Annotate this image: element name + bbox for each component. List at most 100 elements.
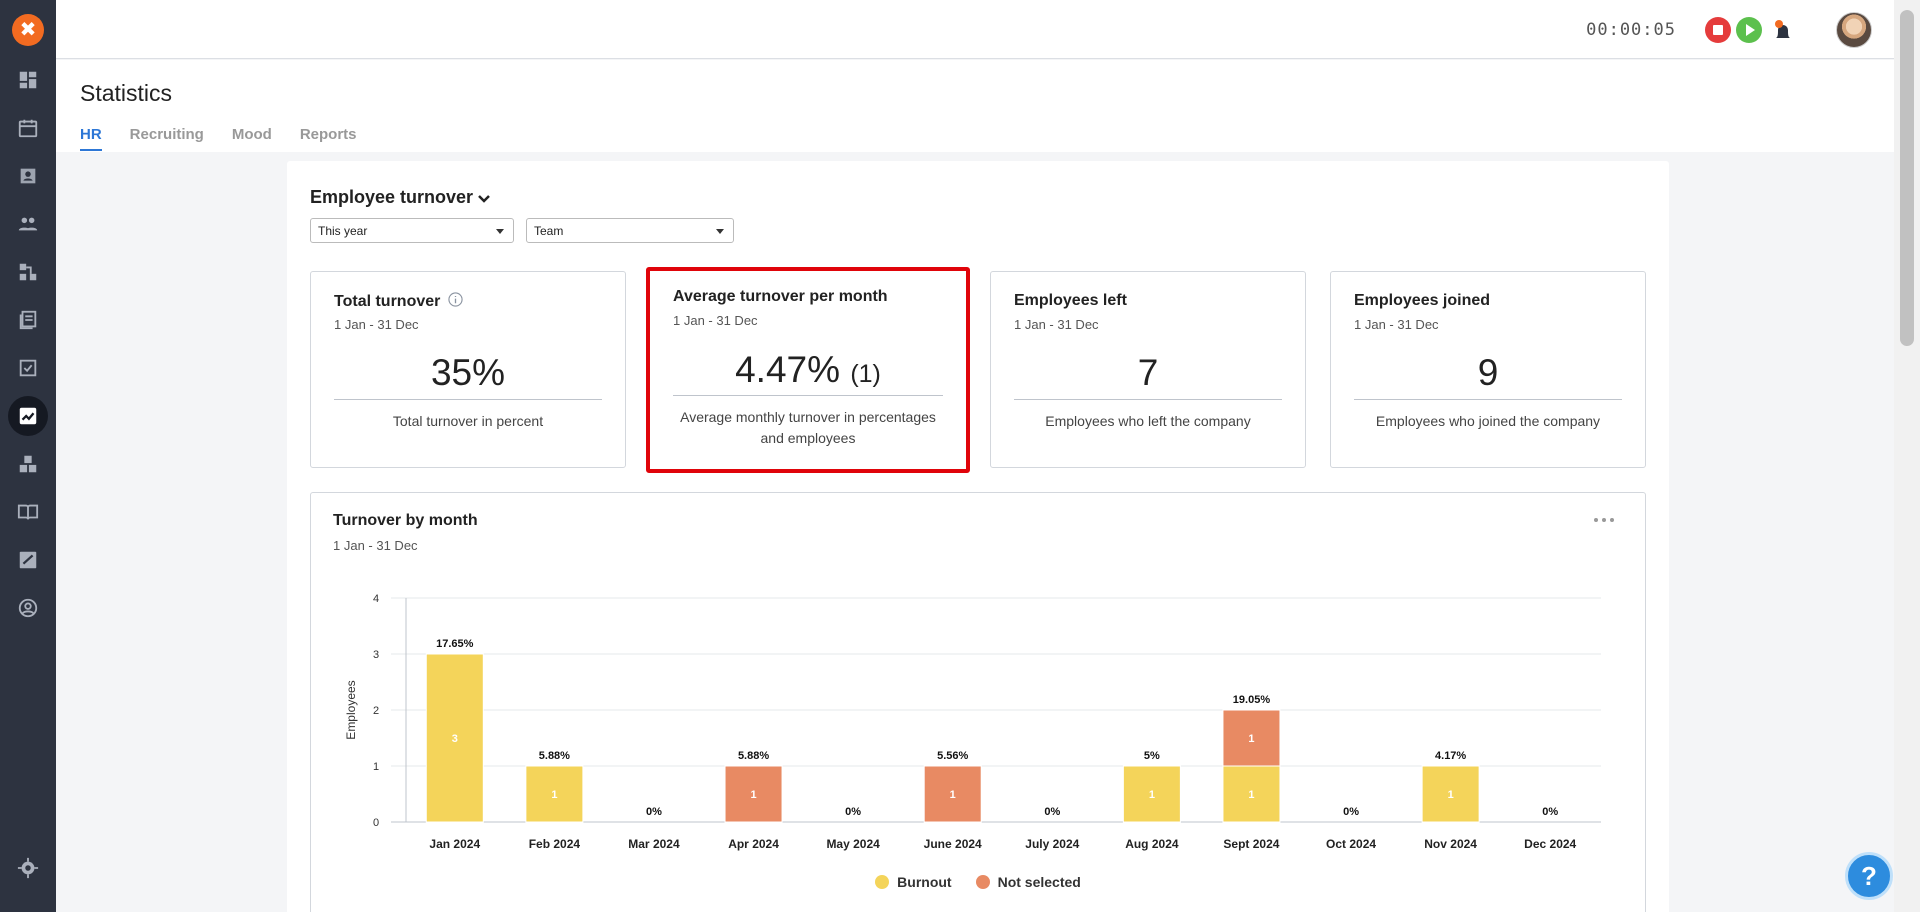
divider <box>1014 399 1282 400</box>
documents-icon[interactable] <box>14 306 42 334</box>
legend-item[interactable]: Burnout <box>875 874 952 890</box>
total-turnover-card: Total turnover 1 Jan - 31 Dec 35% Total … <box>310 271 626 468</box>
bar-percent-label: 0% <box>646 806 662 818</box>
help-button[interactable]: ? <box>1845 852 1893 900</box>
bar-value-label: 1 <box>750 789 756 801</box>
bar-value-label: 1 <box>1248 789 1254 801</box>
card-value-count: (1) <box>850 360 881 388</box>
y-tick-label: 3 <box>373 649 379 661</box>
legend-label: Burnout <box>897 874 952 890</box>
turnover-bar-chart: 0 1 2 3 4 Employees 3 17.65% Jan 2024 1 5.88% Feb 2… <box>344 593 1601 851</box>
x-tick-label: Mar 2024 <box>628 837 680 851</box>
chart-title: Turnover by month <box>333 512 478 529</box>
period-select[interactable]: This year <box>310 218 514 243</box>
card-caption: Average monthly turnover in percentages … <box>680 409 936 446</box>
modules-icon[interactable] <box>14 450 42 478</box>
card-value: 7 <box>1137 352 1159 393</box>
x-tick-label: May 2024 <box>826 837 880 851</box>
legend-label: Not selected <box>997 874 1081 890</box>
tab-hr[interactable]: HR <box>80 126 102 151</box>
employees-joined-card: Employees joined 1 Jan - 31 Dec 9 Employ… <box>1330 271 1646 468</box>
y-tick-label: 4 <box>373 593 379 605</box>
report-title[interactable]: Employee turnover <box>310 187 474 207</box>
average-turnover-card: Average turnover per month 1 Jan - 31 De… <box>646 267 970 473</box>
x-tick-label: Jan 2024 <box>429 837 480 851</box>
y-tick-label: 0 <box>373 817 379 829</box>
bar-percent-label: 5.88% <box>539 750 570 762</box>
bar-percent-label: 0% <box>1542 806 1558 818</box>
book-icon[interactable] <box>14 498 42 526</box>
bar-value-label: 3 <box>452 733 458 745</box>
tab-recruiting[interactable]: Recruiting <box>129 126 204 143</box>
card-value: 9 <box>1477 352 1499 393</box>
y-tick-label: 2 <box>373 705 379 717</box>
y-axis-label: Employees <box>344 680 358 739</box>
group-select-value: Team <box>534 224 564 238</box>
group-select[interactable]: Team <box>526 218 734 243</box>
bar-burnout <box>525 765 584 823</box>
legend-item[interactable]: Not selected <box>975 874 1081 890</box>
bar-percent-label: 5.88% <box>738 750 769 762</box>
tasks-icon[interactable] <box>14 354 42 382</box>
bar-not-selected <box>1222 709 1281 767</box>
tabs: HR Recruiting Mood Reports <box>80 126 385 151</box>
x-tick-label: Sept 2024 <box>1223 837 1279 851</box>
more-options-icon[interactable] <box>1593 515 1615 525</box>
card-value: 4.47% (1) <box>650 349 966 391</box>
statistics-icon[interactable] <box>8 396 48 436</box>
legend-swatch <box>975 875 990 889</box>
bar-percent-label: 4.17% <box>1435 750 1466 762</box>
card-title: Employees joined <box>1354 292 1491 309</box>
bar-percent-label: 17.65% <box>436 638 474 650</box>
x-tick-label: Apr 2024 <box>728 837 779 851</box>
bar-value-label: 1 <box>950 789 956 801</box>
card-title-text: Total turnover <box>334 293 441 310</box>
bar-burnout <box>1421 765 1480 823</box>
info-icon[interactable] <box>448 292 463 307</box>
app-logo[interactable]: ✖ <box>12 14 44 46</box>
contact-card-icon[interactable] <box>14 162 42 190</box>
chart-date-range: 1 Jan - 31 Dec <box>333 538 418 553</box>
chart-legend: Burnout Not selected <box>311 874 1645 890</box>
card-date-range: 1 Jan - 31 Dec <box>673 313 758 328</box>
x-tick-label: Aug 2024 <box>1125 837 1179 851</box>
divider <box>334 399 602 400</box>
scrollbar[interactable] <box>1894 0 1920 912</box>
turnover-by-month-card: Turnover by month 1 Jan - 31 Dec 0 1 2 3 4 Em… <box>310 492 1646 912</box>
top-bar: 00:00:05 <box>56 0 1894 59</box>
tab-mood[interactable]: Mood <box>231 126 272 143</box>
calendar-icon[interactable] <box>14 114 42 142</box>
chevron-down-icon[interactable] <box>476 191 492 207</box>
divider <box>1354 399 1622 400</box>
tab-reports[interactable]: Reports <box>299 126 357 143</box>
settings-icon[interactable] <box>14 854 42 882</box>
bar-percent-label: 0% <box>1044 806 1060 818</box>
profile-icon[interactable] <box>14 594 42 622</box>
chart-icon[interactable] <box>14 546 42 574</box>
card-date-range: 1 Jan - 31 Dec <box>1354 317 1439 332</box>
dashboard-icon[interactable] <box>14 66 42 94</box>
user-avatar[interactable] <box>1836 12 1872 48</box>
notifications-icon[interactable] <box>1770 18 1796 44</box>
scrollbar-thumb[interactable] <box>1900 10 1914 346</box>
page-title: Statistics <box>80 80 173 106</box>
bar-value-label: 1 <box>1149 789 1155 801</box>
card-date-range: 1 Jan - 31 Dec <box>1014 317 1099 332</box>
start-timer-button[interactable] <box>1736 17 1762 43</box>
card-value-percent: 4.47% <box>735 349 841 390</box>
org-chart-icon[interactable] <box>14 258 42 286</box>
statistics-panel: Employee turnover This year Team Total t… <box>287 161 1669 912</box>
bar-value-label: 1 <box>1448 789 1454 801</box>
bar-not-selected <box>724 765 783 823</box>
stop-timer-button[interactable] <box>1705 17 1731 43</box>
bar-not-selected <box>923 765 982 823</box>
people-icon[interactable] <box>14 210 42 238</box>
card-date-range: 1 Jan - 31 Dec <box>334 317 419 332</box>
x-tick-label: Nov 2024 <box>1424 837 1477 851</box>
bar-value-label: 1 <box>551 789 557 801</box>
x-tick-label: Oct 2024 <box>1326 837 1376 851</box>
bar-percent-label: 0% <box>845 806 861 818</box>
x-tick-label: Feb 2024 <box>529 837 581 851</box>
card-title: Average turnover per month <box>673 288 888 305</box>
x-tick-label: July 2024 <box>1025 837 1079 851</box>
